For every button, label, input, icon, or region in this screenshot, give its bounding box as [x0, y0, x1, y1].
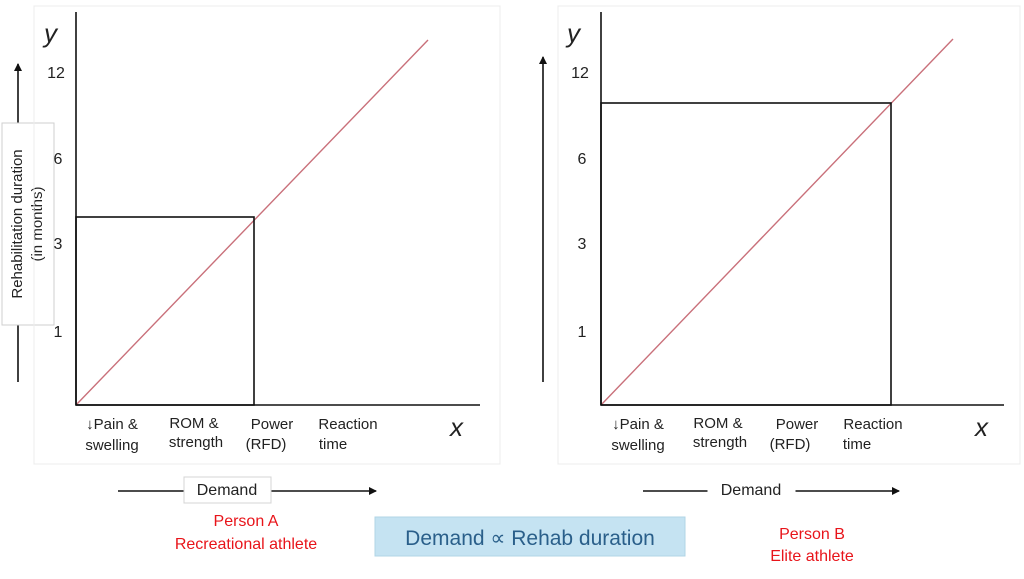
formula-box	[374, 516, 686, 557]
panel-b-diagonal	[600, 38, 954, 406]
panel-b-y-var: y	[565, 18, 582, 48]
demand-label-a: Demand	[197, 482, 257, 499]
panel-b-tick-1: 1	[578, 324, 587, 341]
demand-label-b-box	[707, 476, 796, 504]
person-b-type: Elite athlete	[770, 548, 854, 565]
demand-arrow-a: Demand	[118, 476, 377, 504]
ylabel-box	[1, 122, 55, 326]
panel-a-tick-3: 3	[54, 236, 63, 253]
panel-b-cat-1-line1: ↓Pain &	[612, 416, 664, 433]
panel-a-tick-12: 12	[47, 65, 65, 82]
person-a-name: Person A	[214, 513, 279, 530]
panel-a-cat-3-line1: Power	[251, 416, 294, 433]
panel-a-diagonal	[75, 39, 429, 406]
panel-a-cat-4-line2: time	[319, 436, 347, 453]
panel-b-cat-2-line1: ROM &	[693, 415, 742, 432]
panel-b-cat-3-line2: (RFD)	[770, 436, 811, 453]
panel-a-y-var: y	[42, 18, 59, 48]
panel-b-cat-4-line2: time	[843, 436, 871, 453]
ylabel-line2: (in months)	[29, 186, 46, 261]
demand-label-b: Demand	[721, 482, 781, 499]
ylabel-line1: Rehabilitation duration	[9, 149, 26, 298]
panel-a-frame	[33, 5, 501, 465]
panel-b-cat-1-line2: swelling	[611, 437, 664, 454]
demand-label-a-box	[183, 476, 272, 504]
panel-b-cat-4-line1: Reaction	[843, 416, 902, 433]
panel-a-cat-1-line1: ↓Pain &	[86, 416, 138, 433]
formula-text: Demand ∝ Rehab duration	[405, 527, 655, 550]
panel-a-cat-2-line2: strength	[169, 434, 223, 451]
panel-a-cat-4-line1: Reaction	[318, 416, 377, 433]
panel-a-x-var: x	[448, 412, 464, 442]
panel-b-demand-box	[600, 102, 892, 406]
panel-person-b: y x 12 6 3 1 ↓Pain & swelling ROM & stre…	[557, 5, 1021, 465]
panel-b-cat-2-line2: strength	[693, 434, 747, 451]
panel-person-a: y x 12 6 3 1 ↓Pain & swelling ROM & stre…	[33, 5, 501, 465]
panel-b-x-var: x	[973, 412, 989, 442]
panel-a-tick-1: 1	[54, 324, 63, 341]
panel-b-tick-6: 6	[578, 151, 587, 168]
panel-a-cat-1-line2: swelling	[85, 437, 138, 454]
panel-a-cat-2-line1: ROM &	[169, 415, 218, 432]
panel-b-tick-3: 3	[578, 236, 587, 253]
panel-b-cat-3-line1: Power	[776, 416, 819, 433]
panel-b-frame	[557, 5, 1021, 465]
panel-a-demand-box	[75, 216, 255, 406]
panel-a-cat-3-line2: (RFD)	[246, 436, 287, 453]
demand-arrow-b: Demand	[643, 476, 900, 504]
person-a-type: Recreational athlete	[175, 536, 317, 553]
person-b-name: Person B	[779, 526, 845, 543]
panel-a-tick-6: 6	[54, 151, 63, 168]
panel-b-tick-12: 12	[571, 65, 589, 82]
